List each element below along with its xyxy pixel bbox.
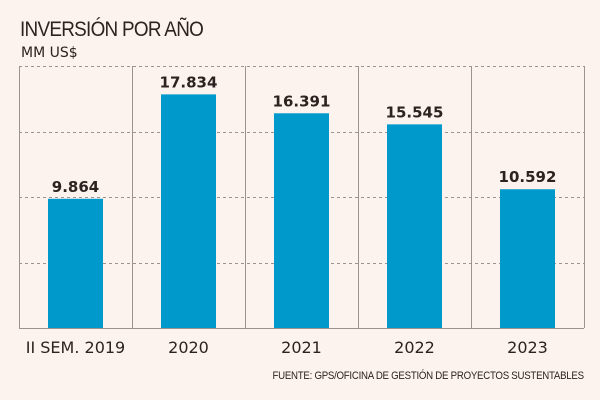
- value-label: 17.834: [160, 73, 218, 91]
- category-label: 2020: [168, 338, 209, 357]
- bar: [274, 113, 329, 329]
- value-label: 10.592: [499, 168, 557, 186]
- value-label: 15.545: [386, 103, 444, 121]
- value-label: 9.864: [52, 178, 99, 196]
- bars: [48, 94, 555, 329]
- category-label: 2023: [507, 338, 548, 357]
- source-note: FUENTE: GPS/OFICINA DE GESTIÓN DE PROYEC…: [272, 370, 585, 382]
- category-label: 2021: [281, 338, 322, 357]
- value-label: 16.391: [273, 92, 331, 110]
- category-dividers: [19, 66, 585, 329]
- bar: [387, 124, 442, 328]
- value-labels: 9.864 17.834 16.391 15.545 10.592: [52, 73, 557, 195]
- category-labels: II SEM. 2019 2020 2021 2022 2023: [26, 338, 548, 357]
- bar: [500, 189, 555, 328]
- chart-subtitle: MM US$: [21, 45, 78, 61]
- bar: [48, 198, 103, 328]
- category-label: II SEM. 2019: [26, 338, 125, 357]
- bar: [161, 94, 216, 328]
- chart-title: INVERSIÓN POR AÑO: [20, 18, 204, 41]
- category-label: 2022: [394, 338, 435, 357]
